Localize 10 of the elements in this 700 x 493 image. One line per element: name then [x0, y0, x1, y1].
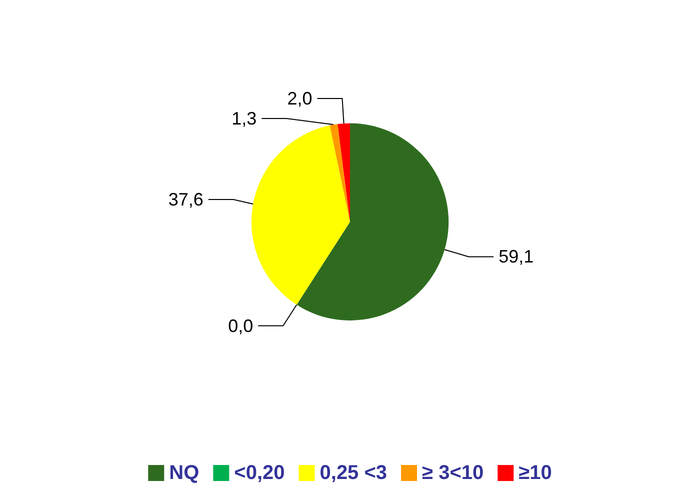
legend-label: 0,25 <3	[320, 462, 388, 484]
legend-label: <0,20	[234, 462, 285, 484]
legend-label: ≥10	[518, 462, 552, 484]
data-label: 37,6	[168, 189, 204, 210]
data-label: 2,0	[287, 88, 312, 108]
data-label: 59,1	[498, 246, 534, 267]
data-label: 1,3	[232, 108, 257, 128]
legend-label: NQ	[169, 462, 200, 484]
legend-label: ≥ 3<10	[422, 462, 484, 484]
text: 0,0	[228, 316, 254, 336]
